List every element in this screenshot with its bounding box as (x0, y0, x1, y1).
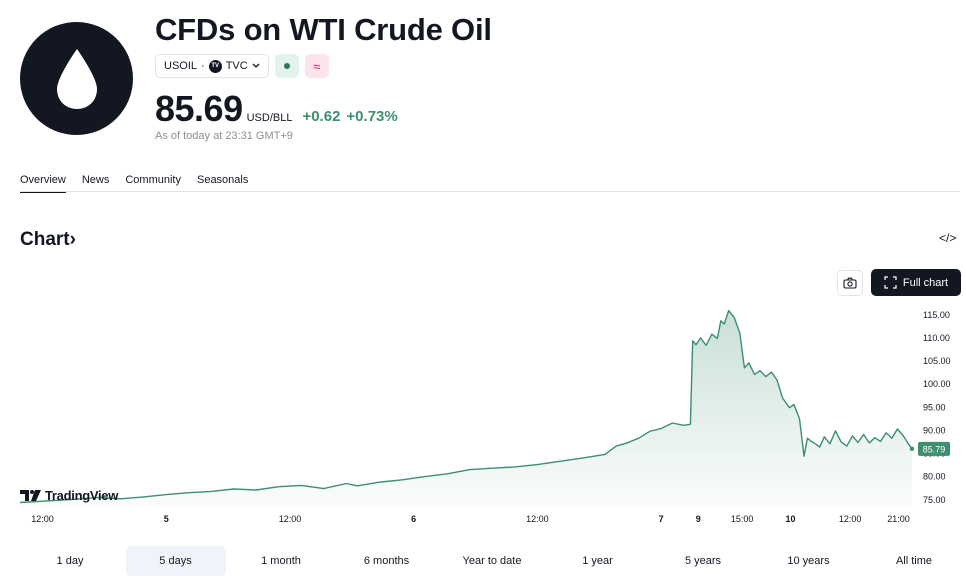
x-tick-label: 10 (786, 514, 796, 524)
snapshot-button[interactable] (837, 270, 863, 296)
y-tick-label: 95.00 (923, 402, 946, 412)
price-row: 85.69 USD/BLL +0.62 +0.73% (155, 88, 398, 130)
symbol-exchange-selector[interactable]: USOIL · TV TVC (155, 54, 269, 78)
range-1-day[interactable]: 1 day (56, 555, 84, 567)
x-tick-label: 9 (696, 514, 701, 524)
wave-icon: ≈ (313, 58, 321, 74)
x-tick-label: 12:00 (279, 514, 302, 524)
range-1-year[interactable]: 1 year (582, 555, 613, 567)
market-status-badge[interactable] (274, 54, 299, 78)
range-selector: 1 day 5 days 1 month 6 months Year to da… (20, 546, 964, 576)
last-price: 85.69 (155, 88, 243, 129)
y-tick-label: 80.00 (923, 472, 946, 482)
y-tick-label: 105.00 (923, 356, 951, 366)
tabs-bar: Overview News Community Seasonals (20, 174, 248, 193)
full-chart-label: Full chart (902, 276, 949, 289)
tab-news[interactable]: News (81, 174, 110, 186)
range-5-days[interactable]: 5 days (125, 546, 226, 576)
embed-code-icon[interactable]: </> (939, 231, 957, 245)
tabs-divider (20, 191, 960, 192)
range-1-month[interactable]: 1 month (261, 555, 301, 567)
tab-overview[interactable]: Overview (20, 174, 66, 193)
price-change: +0.62 (302, 108, 341, 125)
y-tick-label: 110.00 (923, 333, 950, 343)
chart-title-label: Chart (20, 229, 70, 250)
last-price-value: 85.79 (923, 444, 946, 454)
tradingview-icon (20, 489, 41, 501)
full-chart-button[interactable]: Full chart (871, 269, 961, 296)
x-tick-label: 12:00 (526, 514, 549, 524)
price-chart[interactable]: 75.0080.0085.0090.0095.00100.00105.00110… (0, 300, 966, 530)
chart-section-title[interactable]: Chart› (20, 229, 76, 251)
tvc-badge-icon: TV (208, 59, 222, 73)
x-tick-label: 15:00 (731, 514, 754, 524)
range-6-months[interactable]: 6 months (363, 555, 410, 567)
y-tick-label: 90.00 (923, 425, 946, 435)
y-tick-label: 75.00 (923, 495, 946, 505)
range-5-years[interactable]: 5 years (684, 555, 722, 567)
last-price-label: 85.79 (909, 441, 950, 456)
price-unit: USD/BLL (246, 112, 293, 124)
symbol-label: USOIL (164, 60, 198, 72)
symbol-chips: USOIL · TV TVC ≈ (155, 54, 329, 78)
range-year-to-date[interactable]: Year to date (462, 555, 522, 567)
x-axis: 12:00 5 12:00 6 12:00 7 9 15:00 10 12:00 21:00 (31, 514, 910, 524)
tradingview-brand: TradingView (45, 488, 119, 503)
symbol-separator: · (201, 60, 205, 72)
x-tick-label: 12:00 (31, 514, 54, 524)
range-10-years[interactable]: 10 years (787, 555, 830, 567)
x-tick-label: 7 (659, 514, 664, 524)
tradingview-logo: TradingView (20, 488, 118, 503)
x-tick-label: 6 (411, 514, 416, 524)
y-tick-label: 115.00 (923, 310, 950, 320)
status-dot-icon (283, 63, 290, 69)
price-line (19, 309, 913, 504)
oil-drop-icon (56, 48, 97, 109)
wave-badge[interactable]: ≈ (304, 54, 329, 78)
fullscreen-icon (884, 276, 897, 289)
y-tick-label: 100.00 (923, 379, 951, 389)
price-area-fill (20, 310, 912, 508)
price-change-percent: +0.73% (346, 108, 398, 125)
camera-icon (843, 277, 857, 289)
x-tick-label: 5 (164, 514, 169, 524)
range-all-time[interactable]: All time (895, 555, 933, 567)
chevron-down-icon (252, 63, 260, 68)
x-tick-label: 12:00 (839, 514, 862, 524)
exchange-label: TVC (225, 60, 248, 72)
y-axis: 75.0080.0085.0090.0095.00100.00105.00110… (923, 310, 951, 505)
chevron-right-icon: › (69, 229, 76, 250)
tab-seasonals[interactable]: Seasonals (196, 174, 249, 186)
last-price-tag (918, 441, 950, 456)
x-tick-label: 21:00 (887, 514, 910, 524)
last-price-dot (909, 446, 915, 452)
as-of-timestamp: As of today at 23:31 GMT+9 (155, 130, 293, 142)
page-title: CFDs on WTI Crude Oil (155, 12, 492, 47)
oil-drop-logo (20, 22, 133, 135)
tab-community[interactable]: Community (125, 174, 181, 186)
